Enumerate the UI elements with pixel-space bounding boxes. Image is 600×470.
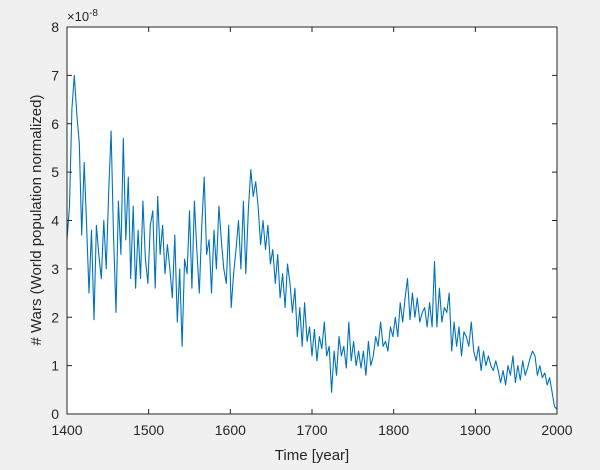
y-tick-label: 5 bbox=[51, 164, 59, 180]
y-tick-label: 2 bbox=[51, 309, 59, 325]
y-tick-label: 6 bbox=[51, 116, 59, 132]
y-axis-label: # Wars (World population normalized) bbox=[28, 95, 45, 346]
x-tick-label: 1900 bbox=[460, 422, 491, 438]
y-tick-label: 4 bbox=[51, 213, 59, 229]
series-line-0 bbox=[66, 74, 558, 410]
y-tick-label: 3 bbox=[51, 261, 59, 277]
y-tick-label: 0 bbox=[51, 406, 59, 422]
x-tick-label: 1500 bbox=[133, 422, 164, 438]
y-tick-label: 1 bbox=[51, 358, 59, 374]
x-tick-label: 1800 bbox=[378, 422, 409, 438]
x-tick-label: 1600 bbox=[215, 422, 246, 438]
exponent-label: ×10-8 bbox=[67, 8, 98, 24]
y-tick-label: 8 bbox=[51, 19, 59, 35]
x-tick-label: 1700 bbox=[296, 422, 327, 438]
x-tick-label: 2000 bbox=[541, 422, 572, 438]
x-tick-label: 1400 bbox=[51, 422, 82, 438]
x-axis-label: Time [year] bbox=[275, 447, 349, 464]
y-tick-label: 7 bbox=[51, 67, 59, 83]
